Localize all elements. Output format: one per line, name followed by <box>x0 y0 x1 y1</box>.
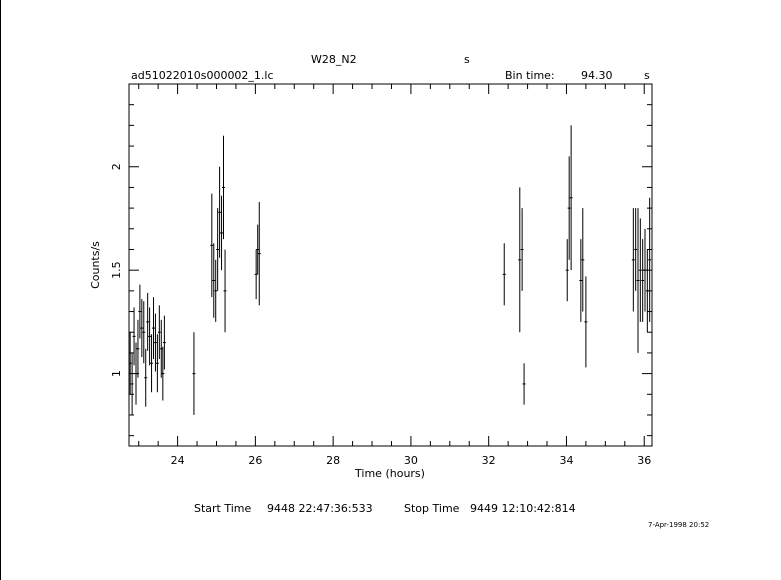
stop-time-label: Stop Time <box>404 502 460 515</box>
file-name: ad51022010s000002_1.lc <box>131 69 274 82</box>
x-tick-label: 24 <box>171 454 185 467</box>
bin-time-unit: s <box>644 69 650 82</box>
x-tick-label: 26 <box>248 454 262 467</box>
x-tick-label: 30 <box>404 454 418 467</box>
x-tick-label: 34 <box>559 454 573 467</box>
y-axis-label: Counts/s <box>89 241 102 289</box>
bin-time-label: Bin time: <box>505 69 555 82</box>
x-tick-label: 32 <box>482 454 496 467</box>
date-stamp: 7-Apr-1998 20:52 <box>648 521 710 529</box>
bin-time-value: 94.30 <box>581 69 613 82</box>
plot-frame <box>128 83 653 447</box>
x-tick-label: 36 <box>637 454 651 467</box>
start-time-label: Start Time <box>194 502 252 515</box>
window-edge-line <box>0 0 1 580</box>
stop-time-value: 9449 12:10:42:814 <box>470 502 576 515</box>
x-axis-label: Time (hours) <box>354 467 425 480</box>
y-tick-label: 2 <box>110 163 123 170</box>
y-tick-label: 1 <box>110 370 123 377</box>
x-tick-label: 28 <box>326 454 340 467</box>
start-time-value: 9448 22:47:36:533 <box>267 502 373 515</box>
object-name: W28_N2 <box>311 53 357 66</box>
object-unit: s <box>464 53 470 66</box>
y-tick-label: 1.5 <box>110 261 123 279</box>
